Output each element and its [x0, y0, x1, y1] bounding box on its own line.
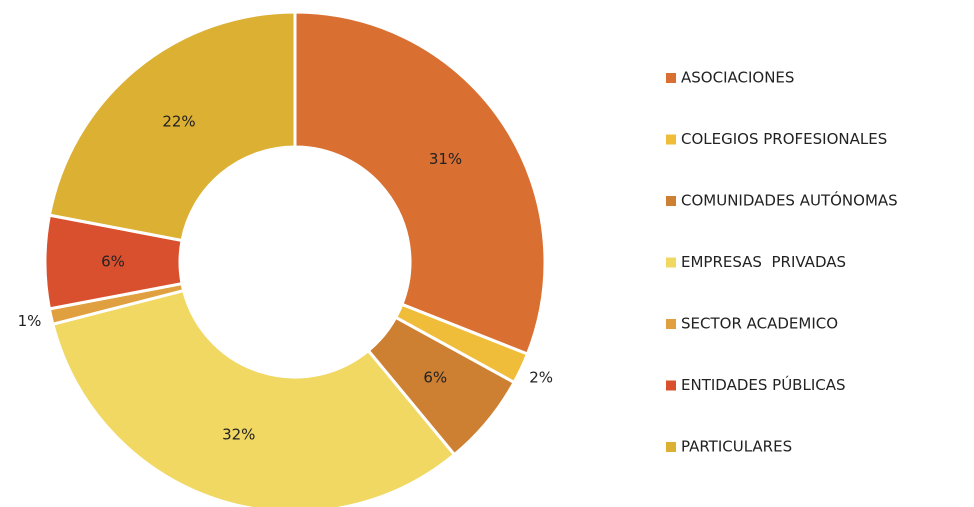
slice: [293, 10, 547, 356]
data-label: 2%: [529, 368, 553, 386]
legend-label: PARTICULARES: [681, 438, 792, 456]
data-label: 31%: [429, 150, 462, 168]
slice: [51, 288, 457, 507]
legend-label: ASOCIACIONES: [681, 69, 794, 87]
legend-swatch: [666, 257, 676, 268]
data-label: 1%: [18, 312, 42, 330]
data-label: 6%: [423, 369, 447, 387]
legend-label: SECTOR ACADEMICO: [681, 315, 838, 333]
legend-swatch: [666, 73, 676, 83]
legend-label: ENTIDADES PÚBLICAS: [681, 375, 846, 394]
legend-swatch: [666, 442, 676, 452]
legend-swatch: [666, 134, 676, 145]
slice: [47, 10, 297, 243]
legend-swatch: [666, 196, 676, 206]
legend-label: COLEGIOS PROFESIONALES: [681, 130, 887, 148]
data-label: 32%: [222, 426, 255, 444]
legend-swatch: [666, 319, 676, 329]
legend-swatch: [666, 380, 676, 391]
legend-label: EMPRESAS PRIVADAS: [681, 253, 846, 271]
legend-label: COMUNIDADES AUTÓNOMAS: [681, 191, 898, 210]
data-label: 22%: [162, 112, 195, 130]
data-label: 6%: [101, 253, 125, 271]
